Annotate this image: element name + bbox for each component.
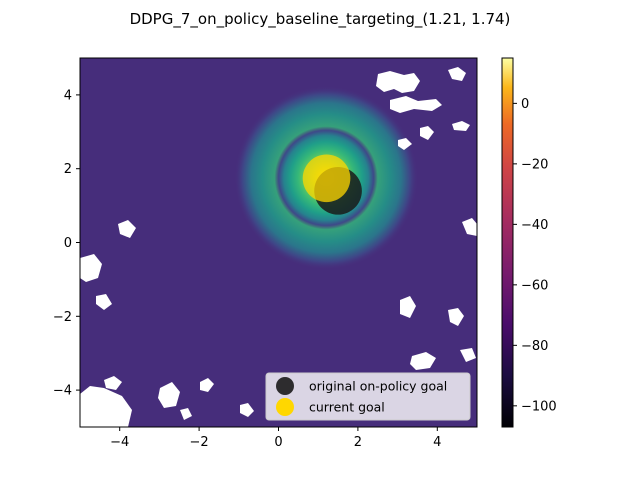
missing-data-patch [448, 67, 466, 81]
missing-data-patch [452, 121, 470, 131]
y-tick-label: −4 [53, 384, 72, 399]
x-tick-label: 4 [433, 435, 441, 450]
colorbar-ticks: 0 −20 −40 −60 −80 −100 [513, 97, 557, 414]
x-tick-label: 0 [274, 435, 282, 450]
missing-data-patch [158, 382, 180, 408]
legend-marker [276, 377, 294, 395]
legend-label: current goal [309, 400, 385, 415]
colorbar-tick-label: −40 [521, 218, 548, 233]
goal-marker-current [302, 154, 351, 203]
y-tick-label: −2 [53, 310, 72, 325]
chart-title: DDPG_7_on_policy_baseline_targeting_(1.2… [130, 10, 511, 29]
missing-data-patch [398, 138, 412, 150]
x-tick-label: 2 [354, 435, 362, 450]
heatmap-field [80, 58, 477, 427]
legend: original on-policy goal current goal [265, 372, 471, 421]
missing-data-patch [200, 378, 214, 392]
colorbar-tick-label: −20 [521, 157, 548, 172]
colorbar-tick-label: −100 [521, 399, 557, 414]
colorbar-tick-label: −80 [521, 339, 548, 354]
missing-data-patch [376, 71, 420, 93]
missing-data-patches [80, 67, 477, 427]
y-tick-label: 0 [64, 236, 72, 251]
missing-data-patch [462, 218, 477, 236]
legend-label: original on-policy goal [309, 379, 447, 394]
colorbar-tick-label: 0 [521, 97, 529, 112]
missing-data-patch [104, 376, 122, 390]
colorbar-gradient [501, 57, 514, 428]
y-tick-label: 2 [64, 162, 72, 177]
legend-box [265, 372, 471, 421]
y-axis: −4 −2 0 2 4 [53, 88, 80, 399]
missing-data-patch [448, 308, 464, 326]
missing-data-patch [80, 254, 102, 282]
x-tick-label: −2 [190, 435, 209, 450]
missing-data-patch [80, 386, 132, 427]
missing-data-patch [180, 408, 192, 420]
plot-area [79, 57, 478, 428]
missing-data-patch [240, 403, 254, 417]
y-tick-label: 4 [64, 88, 72, 103]
missing-data-patch [420, 126, 434, 140]
missing-data-patch [460, 348, 476, 362]
goal-markers [302, 154, 362, 215]
legend-marker [276, 398, 294, 416]
missing-data-patch [390, 96, 442, 113]
colorbar-tick-label: −60 [521, 278, 548, 293]
missing-data-patch [400, 296, 416, 318]
missing-data-patch [96, 294, 112, 310]
x-tick-label: −4 [110, 435, 129, 450]
missing-data-patch [118, 220, 136, 238]
x-axis: −4 −2 0 2 4 [110, 427, 441, 450]
colorbar: 0 −20 −40 −60 −80 −100 [501, 57, 557, 428]
missing-data-patch [410, 352, 436, 370]
